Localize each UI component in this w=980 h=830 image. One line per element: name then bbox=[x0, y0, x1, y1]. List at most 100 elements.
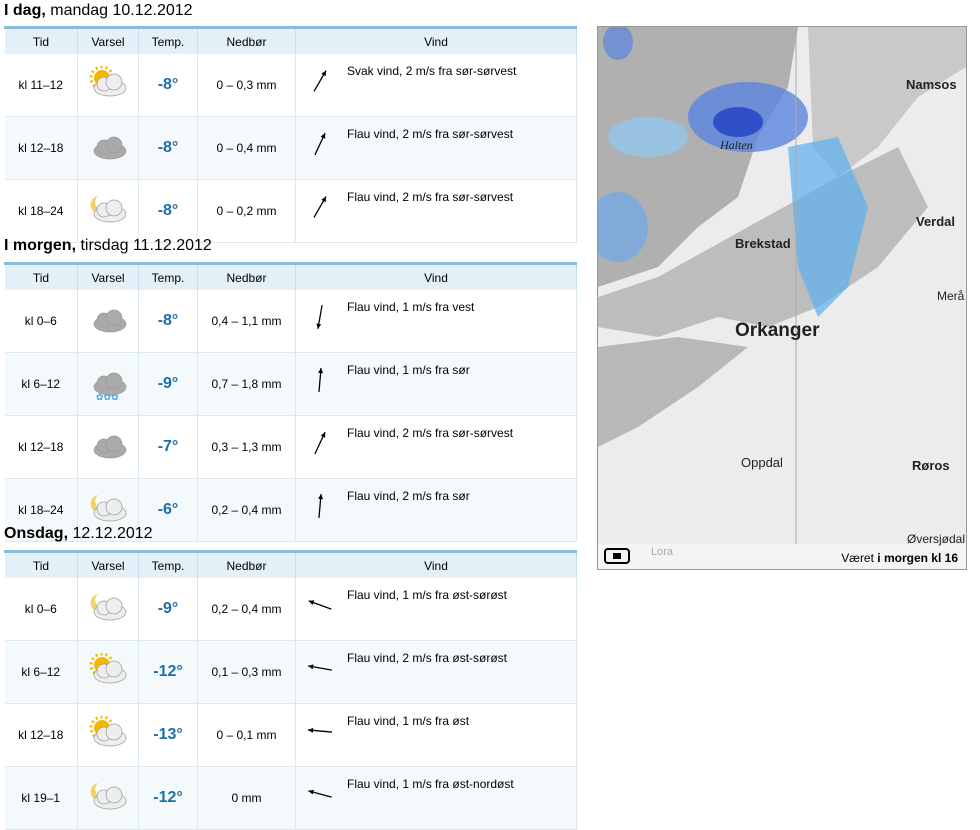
day-heading: I morgen, tirsdag 11.12.2012 bbox=[4, 237, 212, 255]
column-header: Tid bbox=[4, 262, 78, 290]
wind-arrow bbox=[313, 196, 327, 218]
forecast-icon bbox=[77, 703, 139, 767]
wind-arrow bbox=[314, 132, 326, 156]
weather-icon bbox=[93, 435, 127, 458]
forecast-row: kl 11–12 -8° 0 – 0,3 mm Svak vind, 2 m/s fr… bbox=[4, 54, 577, 117]
wind-arrow bbox=[316, 305, 323, 329]
wind-text: Flau vind, 1 m/s fra øst bbox=[347, 714, 470, 728]
wind-arrow bbox=[307, 727, 333, 733]
wind-arrow bbox=[308, 664, 332, 671]
wind-arrow bbox=[318, 493, 324, 519]
page: I dag, mandag 10.12.2012 Tid Varsel Temp. Ne… bbox=[4, 2, 967, 830]
time: kl 18–24 bbox=[4, 179, 78, 243]
forecast-row: kl 12–18 -8° 0 – 0,4 mm Flau vind, 2 m/s fr… bbox=[4, 116, 577, 180]
wind-text: Flau vind, 2 m/s fra sør bbox=[347, 489, 470, 503]
column-header: Vind bbox=[295, 262, 577, 290]
column-header: Nedbør bbox=[197, 262, 296, 290]
precipitation: 0,1 – 0,3 mm bbox=[197, 640, 296, 704]
precipitation: 0,7 – 1,8 mm bbox=[197, 352, 296, 416]
wind: Flau vind, 1 m/s fra øst-nordøst bbox=[295, 766, 577, 830]
forecast-row: kl 6–12 ✿✿✿ -9° 0,7 – 1,8 mm Flau vind, 1 m/… bbox=[4, 352, 577, 416]
day-date: tirsdag 11.12.2012 bbox=[80, 237, 212, 254]
wind: Flau vind, 1 m/s fra vest bbox=[295, 290, 577, 353]
wind-text: Flau vind, 2 m/s fra sør-sørvest bbox=[347, 127, 514, 141]
forecast-table: Tid Varsel Temp. Nedbør Vind kl 0–6 -8° 0,4 – 1… bbox=[4, 262, 577, 542]
column-header: Temp. bbox=[138, 262, 198, 290]
wind: Flau vind, 1 m/s fra sør bbox=[295, 352, 577, 416]
wind: Flau vind, 1 m/s fra øst-sørøst bbox=[295, 578, 577, 641]
wind: Flau vind, 2 m/s fra sør-sørvest bbox=[295, 415, 577, 479]
wind-text: Flau vind, 1 m/s fra øst-nordøst bbox=[347, 777, 514, 791]
place-label: Lora bbox=[651, 546, 674, 558]
precipitation: 0 – 0,3 mm bbox=[197, 54, 296, 117]
place-label: Oppdal bbox=[741, 455, 783, 470]
day-title: Onsdag, bbox=[4, 525, 69, 542]
precipitation: 0 – 0,4 mm bbox=[197, 116, 296, 180]
wind-arrow bbox=[308, 600, 332, 610]
wind-text: Flau vind, 2 m/s fra sør-sørvest bbox=[347, 426, 514, 440]
forecast-icon bbox=[77, 290, 139, 353]
precipitation: 0 mm bbox=[197, 766, 296, 830]
svg-text:✿✿✿: ✿✿✿ bbox=[96, 392, 119, 401]
header-row: Tid Varsel Temp. Nedbør Vind bbox=[4, 550, 577, 578]
temperature: -8° bbox=[138, 116, 198, 180]
forecast-icon bbox=[77, 116, 139, 180]
day-title: I morgen, bbox=[4, 237, 77, 254]
wind-arrow bbox=[308, 789, 332, 798]
wind-text: Flau vind, 2 m/s fra sør-sørvest bbox=[347, 190, 514, 204]
day-title: I dag, bbox=[4, 2, 46, 19]
temperature: -8° bbox=[138, 290, 198, 353]
weather-icon: ✿✿✿ bbox=[93, 372, 127, 402]
wind-text: Flau vind, 2 m/s fra øst-sørøst bbox=[347, 651, 508, 665]
weather-icon bbox=[93, 309, 127, 332]
header-row: Tid Varsel Temp. Nedbør Vind bbox=[4, 262, 577, 290]
column-header: Vind bbox=[295, 26, 577, 54]
wind-text: Flau vind, 1 m/s fra øst-sørøst bbox=[347, 588, 508, 602]
forecast-row: kl 18–24 -6° 0,2 – 0,4 mm Flau vind, 2 m/s … bbox=[4, 478, 577, 542]
time: kl 0–6 bbox=[4, 290, 78, 353]
forecast-row: kl 6–12 -12° 0,1 – 0,3 mm Flau vind, 2 m/s … bbox=[4, 640, 577, 704]
wind-text: Svak vind, 2 m/s fra sør-sørvest bbox=[347, 64, 517, 78]
weather-icon bbox=[90, 195, 127, 222]
weather-icon bbox=[90, 593, 127, 620]
forecast-row: kl 0–6 -9° 0,2 – 0,4 mm Flau vind, 1 m/s fr… bbox=[4, 578, 577, 641]
precipitation: 0 – 0,2 mm bbox=[197, 179, 296, 243]
column-header: Varsel bbox=[77, 26, 139, 54]
time: kl 0–6 bbox=[4, 578, 78, 641]
precipitation: 0,2 – 0,4 mm bbox=[197, 578, 296, 641]
wind: Flau vind, 1 m/s fra øst bbox=[295, 703, 577, 767]
forecast-row: kl 19–1 -12° 0 mm Flau vind, 1 m/s fra øst-… bbox=[4, 766, 577, 830]
day-heading: I dag, mandag 10.12.2012 bbox=[4, 2, 193, 20]
precipitation: 0 – 0,1 mm bbox=[197, 703, 296, 767]
wind: Flau vind, 2 m/s fra sør-sørvest bbox=[295, 179, 577, 243]
wind: Flau vind, 2 m/s fra øst-sørøst bbox=[295, 640, 577, 704]
temperature: -12° bbox=[138, 640, 198, 704]
place-label: Namsos bbox=[906, 77, 957, 92]
column-header: Temp. bbox=[138, 26, 198, 54]
temperature: -8° bbox=[138, 179, 198, 243]
temperature: -9° bbox=[138, 578, 198, 641]
time: kl 12–18 bbox=[4, 703, 78, 767]
precipitation: 0,3 – 1,3 mm bbox=[197, 415, 296, 479]
weather-icon bbox=[93, 136, 127, 159]
forecast-row: kl 18–24 -8° 0 – 0,2 mm Flau vind, 2 m/s fr… bbox=[4, 179, 577, 243]
forecast-icon bbox=[77, 179, 139, 243]
map-caption: Været i morgen kl 16 bbox=[841, 551, 958, 565]
time: kl 12–18 bbox=[4, 415, 78, 479]
wind-text: Flau vind, 1 m/s fra sør bbox=[347, 363, 470, 377]
day-heading: Onsdag, 12.12.2012 bbox=[4, 525, 153, 543]
temperature: -6° bbox=[138, 478, 198, 542]
temperature: -13° bbox=[138, 703, 198, 767]
wind-arrow bbox=[318, 367, 324, 393]
temperature: -9° bbox=[138, 352, 198, 416]
caption-prefix: Været bbox=[841, 551, 874, 565]
map-svg: Namsos Halten Verdal Brekstad Merå Orkanger Op… bbox=[598, 27, 966, 569]
caption-bold: i morgen kl 16 bbox=[877, 551, 958, 565]
day-date: 12.12.2012 bbox=[72, 525, 153, 542]
weather-icon bbox=[90, 494, 127, 521]
forecast-icon bbox=[77, 478, 139, 542]
place-label: Verdal bbox=[916, 214, 955, 229]
wind-arrow bbox=[313, 70, 327, 92]
header-row: Tid Varsel Temp. Nedbør Vind bbox=[4, 26, 577, 54]
map: Namsos Halten Verdal Brekstad Merå Orkanger Op… bbox=[597, 26, 967, 570]
